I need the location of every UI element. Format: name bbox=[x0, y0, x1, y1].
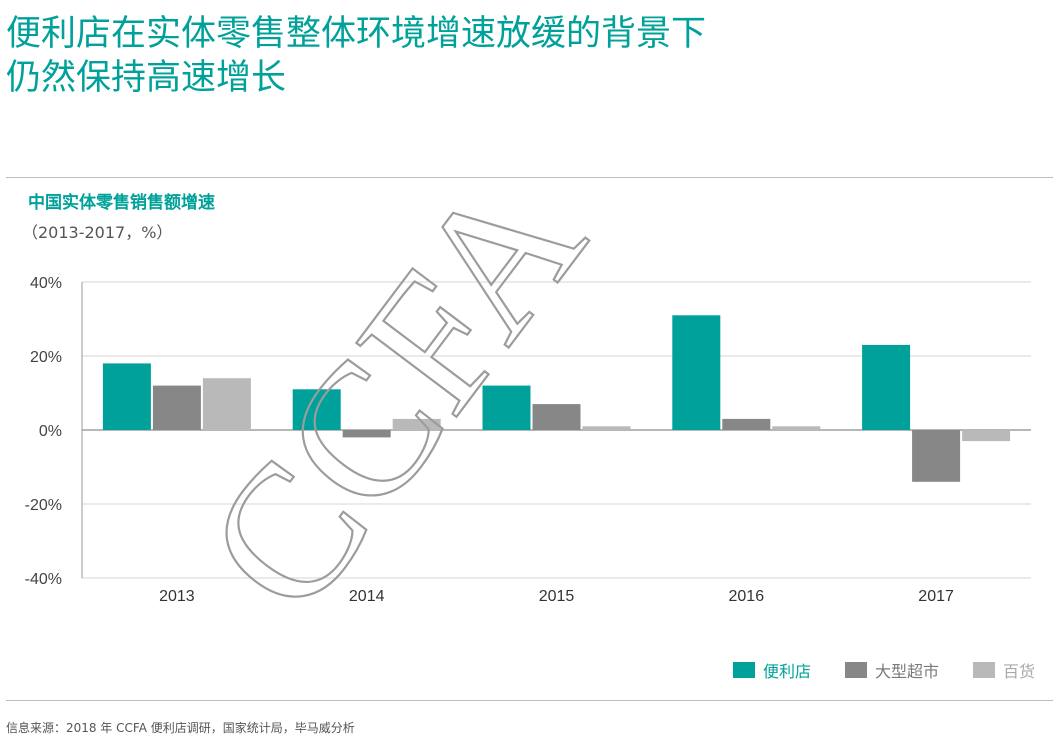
legend-label-department-store: 百货 bbox=[1002, 662, 1035, 681]
bar-department-store-2015 bbox=[582, 426, 631, 430]
x-tick-label: 2015 bbox=[539, 588, 575, 605]
headline-line-2: 仍然保持高速增长 bbox=[6, 58, 287, 98]
headline-line-1: 便利店在实体零售整体环境增速放缓的背景下 bbox=[6, 14, 707, 54]
bar-convenience-2013 bbox=[102, 363, 151, 430]
legend-label-convenience: 便利店 bbox=[762, 662, 811, 681]
legend-label-hypermarket: 大型超市 bbox=[874, 662, 939, 681]
y-tick-label: 20% bbox=[30, 349, 62, 366]
chart-subtitle: （2013-2017，%） bbox=[22, 223, 173, 242]
x-tick-label: 2017 bbox=[918, 588, 954, 605]
chart-title: 中国实体零售销售额增速 bbox=[28, 193, 215, 213]
bar-convenience-2016 bbox=[672, 315, 721, 430]
bar-convenience-2017 bbox=[862, 344, 911, 430]
bar-department-store-2017 bbox=[962, 430, 1011, 442]
bar-department-store-2016 bbox=[772, 426, 821, 430]
legend-swatch-department-store bbox=[972, 662, 995, 678]
x-tick-label: 2014 bbox=[349, 588, 385, 605]
legend-item-convenience: 便利店 bbox=[732, 658, 811, 682]
bar-hypermarket-2016 bbox=[722, 418, 771, 430]
bar-hypermarket-2013 bbox=[152, 385, 201, 430]
bar-convenience-2014 bbox=[292, 389, 341, 430]
legend-swatch-hypermarket bbox=[844, 662, 867, 678]
bar-department-store-2014 bbox=[392, 418, 441, 430]
bar-hypermarket-2014 bbox=[342, 430, 391, 438]
bar-convenience-2015 bbox=[482, 385, 531, 430]
source-note: 信息来源：2018 年 CCFA 便利店调研，国家统计局，毕马威分析 bbox=[6, 721, 355, 735]
y-tick-label: 40% bbox=[30, 275, 62, 292]
bar-department-store-2013 bbox=[202, 378, 251, 430]
legend: 便利店 大型超市 百货 bbox=[699, 658, 1035, 682]
bottom-divider bbox=[6, 700, 1053, 701]
x-tick-label: 2013 bbox=[159, 588, 195, 605]
bar-hypermarket-2015 bbox=[532, 404, 581, 430]
legend-swatch-convenience bbox=[732, 662, 755, 678]
legend-item-department-store: 百货 bbox=[972, 658, 1035, 682]
top-divider bbox=[6, 177, 1053, 178]
y-tick-label: -20% bbox=[25, 497, 62, 514]
bar-hypermarket-2017 bbox=[912, 430, 961, 482]
y-tick-label: 0% bbox=[39, 423, 62, 440]
legend-item-hypermarket: 大型超市 bbox=[844, 658, 939, 682]
headline: 便利店在实体零售整体环境增速放缓的背景下 仍然保持高速增长 bbox=[6, 12, 1046, 100]
x-tick-label: 2016 bbox=[729, 588, 765, 605]
y-tick-label: -40% bbox=[25, 571, 62, 588]
